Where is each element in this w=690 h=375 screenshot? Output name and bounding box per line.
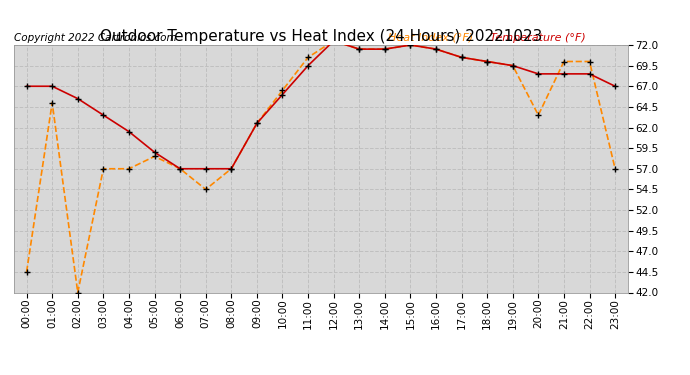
Text: Temperature (°F): Temperature (°F) <box>490 33 586 42</box>
Title: Outdoor Temperature vs Heat Index (24 Hours) 20221023: Outdoor Temperature vs Heat Index (24 Ho… <box>99 29 542 44</box>
Text: Copyright 2022 Cartronics.com: Copyright 2022 Cartronics.com <box>14 33 177 42</box>
Text: Heat Index (°F): Heat Index (°F) <box>388 33 473 42</box>
